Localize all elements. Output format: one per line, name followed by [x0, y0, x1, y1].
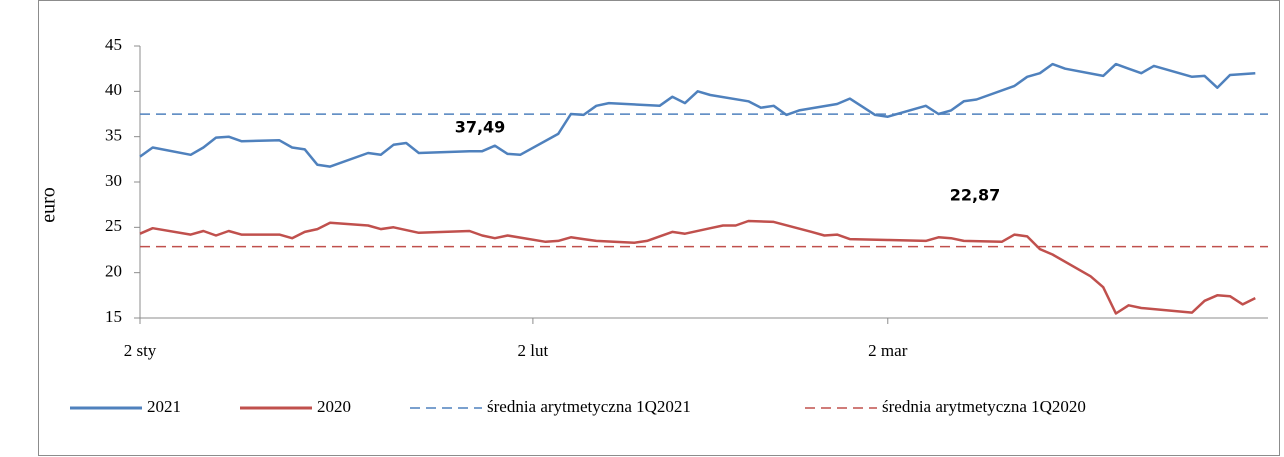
x-tick-label: 2 mar [868, 341, 908, 360]
legend-label: 2020 [317, 397, 351, 416]
legend-label: 2021 [147, 397, 181, 416]
legend-label: średnia arytmetyczna 1Q2020 [882, 397, 1086, 416]
y-tick-label: 35 [105, 126, 122, 145]
y-tick-label: 45 [105, 35, 122, 54]
x-tick-label: 2 lut [518, 341, 549, 360]
y-axis-label: euro [38, 187, 60, 223]
chart-frame [38, 0, 1280, 456]
y-tick-label: 25 [105, 216, 122, 235]
legend-label: średnia arytmetyczna 1Q2021 [487, 397, 691, 416]
series-line [139, 62, 1256, 168]
series-line [139, 219, 1256, 315]
y-tick-label: 30 [105, 171, 122, 190]
y-tick-label: 20 [105, 262, 122, 281]
reference-label: 22,87 [950, 186, 1001, 205]
x-tick-label: 2 sty [124, 341, 157, 360]
y-tick-label: 15 [105, 307, 122, 326]
y-tick-label: 40 [105, 80, 122, 99]
reference-label: 37,49 [455, 118, 506, 137]
